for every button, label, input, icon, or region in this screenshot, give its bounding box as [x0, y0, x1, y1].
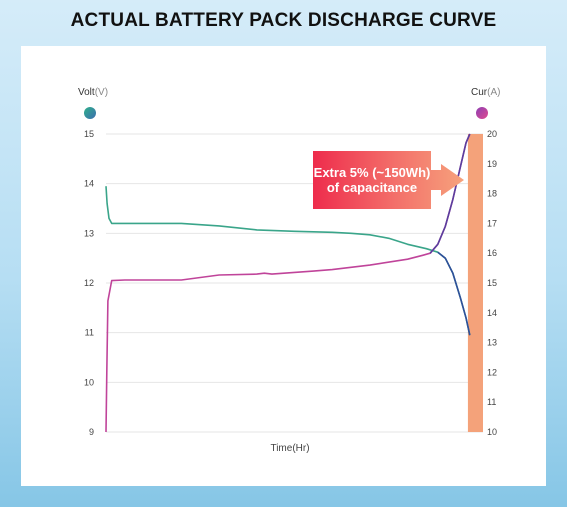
capacitance-callout: Extra 5% (~150Wh) of capacitance — [313, 165, 431, 195]
chart-card: Volt(V) Cur(A) 9 10 11 12 13 14 15 10 11 12 13 14 15… — [21, 46, 546, 486]
left-tick-label: 11 — [85, 328, 94, 338]
left-tick-label: 10 — [84, 377, 94, 387]
series-line-cur-tail — [429, 133, 471, 254]
left-tick-label: 14 — [84, 179, 94, 189]
right-tick-label: 18 — [487, 189, 497, 199]
right-tick-label: 17 — [487, 218, 497, 228]
right-tick-label: 15 — [487, 278, 497, 288]
right-tick-label: 13 — [487, 338, 497, 348]
left-axis-name: Volt — [78, 87, 95, 98]
right-tick-label: 16 — [487, 248, 497, 258]
left-tick-label: 15 — [84, 129, 94, 139]
right-tick-label: 12 — [487, 367, 497, 377]
right-tick-label: 14 — [487, 308, 497, 318]
right-axis-header: Cur(A) — [471, 87, 500, 98]
callout-arrow-shape — [313, 151, 464, 209]
right-tick-label: 19 — [487, 159, 497, 169]
highlight-band — [467, 134, 483, 432]
discharge-chart: 9 10 11 12 13 14 15 10 11 12 13 14 15 16 17 18 19 20 Time… — [84, 129, 497, 454]
right-axis-name: Cur — [471, 87, 488, 98]
series-line-volt-tail — [437, 251, 471, 336]
right-tick-label: 20 — [487, 129, 497, 139]
left-tick-label: 9 — [89, 427, 94, 437]
left-tick-label: 13 — [84, 228, 94, 238]
left-axis-header: Volt(V) — [78, 87, 108, 98]
left-axis-unit: (V) — [94, 87, 109, 98]
right-axis-legend-dot — [476, 107, 488, 119]
chart-title: ACTUAL BATTERY PACK DISCHARGE CURVE — [70, 10, 497, 31]
right-axis-unit: (A) — [487, 87, 501, 98]
x-axis-label: Time(Hr) — [270, 443, 309, 454]
left-tick-label: 12 — [84, 278, 94, 288]
left-axis-legend-dot — [84, 107, 96, 119]
right-tick-label: 11 — [487, 397, 496, 407]
right-tick-label: 10 — [487, 427, 497, 437]
